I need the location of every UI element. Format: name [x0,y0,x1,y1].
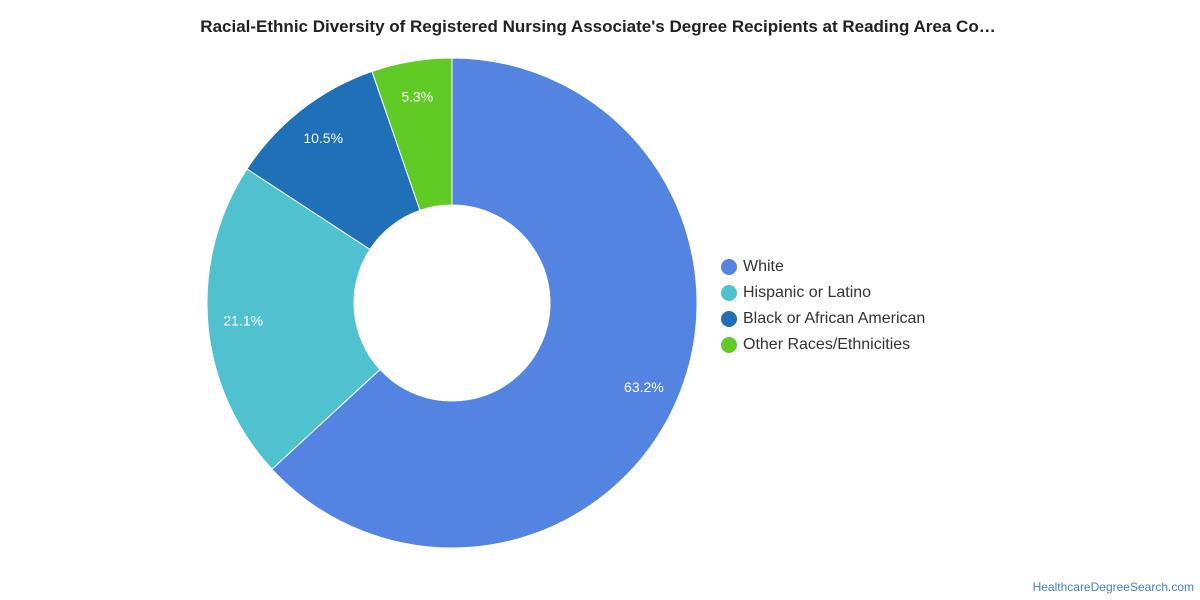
legend-swatch-other-races-ethnicities [721,337,737,353]
chart-title: Racial-Ethnic Diversity of Registered Nu… [200,17,996,36]
slice-other-races-ethnicities[interactable] [371,57,453,212]
legend-label-black-or-african-american: Black or African American [743,310,926,327]
legend-label-white: White [743,258,784,275]
legend-item-other-races-ethnicities[interactable]: Other Races/Ethnicities [721,332,925,358]
slice-label-black-or-african-american: 10.5% [303,130,343,146]
legend-label-hispanic-or-latino: Hispanic or Latino [743,284,872,301]
legend-item-hispanic-or-latino[interactable]: Hispanic or Latino [721,280,925,306]
legend-item-white[interactable]: White [721,254,925,280]
slice-label-white: 63.2% [624,379,664,395]
legend-swatch-black-or-african-american [721,311,737,327]
legend-item-black-or-african-american[interactable]: Black or African American [721,306,925,332]
slice-label-other-races-ethnicities: 5.3% [401,88,433,104]
legend-swatch-hispanic-or-latino [721,285,737,301]
slice-white[interactable] [271,57,698,549]
slice-label-hispanic-or-latino: 21.1% [223,312,263,328]
source-link[interactable]: HealthcareDegreeSearch.com [1032,580,1194,594]
legend: White Hispanic or Latino Black or Africa… [721,254,925,358]
slice-hispanic-or-latino[interactable] [206,168,381,470]
legend-swatch-white [721,259,737,275]
slice-black-or-african-american[interactable] [246,70,421,251]
legend-label-other-races-ethnicities: Other Races/Ethnicities [743,336,911,353]
